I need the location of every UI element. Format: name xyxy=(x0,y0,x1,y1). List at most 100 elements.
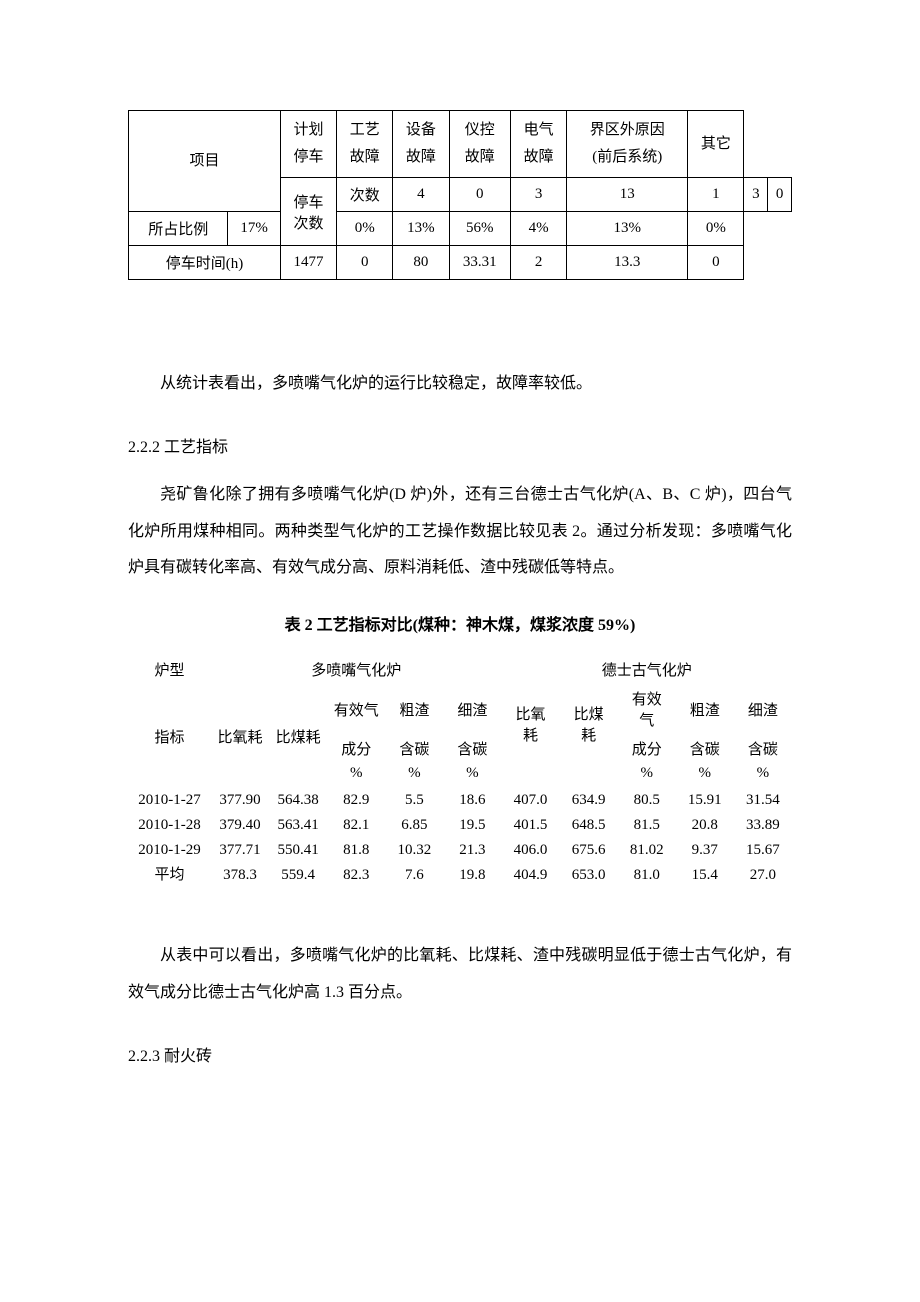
hdr-unit xyxy=(501,763,559,788)
hdr-col: 粗渣 xyxy=(385,684,443,734)
hdr-unit: % xyxy=(327,763,385,788)
hdr-col: 含碳 xyxy=(676,734,734,763)
text: 故障 xyxy=(397,144,444,171)
cell: 19.5 xyxy=(443,813,501,838)
hdr-col: 有效 气 xyxy=(618,684,676,734)
text: 故障 xyxy=(515,144,562,171)
cell-date: 平均 xyxy=(128,863,211,888)
cell: 13 xyxy=(567,178,688,212)
cell: 1 xyxy=(688,178,744,212)
paragraph: 尧矿鲁化除了拥有多喷嘴气化炉(D 炉)外，还有三台德士古气化炉(A、B、C 炉)… xyxy=(128,477,792,587)
cell: 6.85 xyxy=(385,813,443,838)
text: 耗 xyxy=(581,728,596,744)
text: 工艺 xyxy=(341,117,388,144)
cell: 377.90 xyxy=(211,788,269,813)
hdr-furnace: 炉型 xyxy=(128,655,211,684)
cell: 9.37 xyxy=(676,838,734,863)
text: 有效 xyxy=(632,692,662,708)
cell: 13% xyxy=(393,212,449,246)
text: 设备 xyxy=(397,117,444,144)
cell: 1477 xyxy=(280,246,336,280)
cell: 0 xyxy=(688,246,744,280)
cell: 2 xyxy=(511,246,567,280)
table-metrics: 炉型 多喷嘴气化炉 德士古气化炉 指标 比氧耗 比煤耗 有效气 粗渣 细渣 比氧… xyxy=(128,655,792,888)
hdr-col: 比氧耗 xyxy=(211,684,269,788)
cell: 15.67 xyxy=(734,838,792,863)
hdr-unit xyxy=(560,763,618,788)
cell: 33.31 xyxy=(449,246,511,280)
hdr-col: 其它 xyxy=(688,111,744,178)
cell: 3 xyxy=(744,178,768,212)
cell-date: 2010-1-27 xyxy=(128,788,211,813)
table-row: 2010-1-28 379.40 563.41 82.1 6.85 19.5 4… xyxy=(128,813,792,838)
cell: 4% xyxy=(511,212,567,246)
text: 其它 xyxy=(692,131,739,158)
cell: 634.9 xyxy=(560,788,618,813)
text: 停车 xyxy=(285,144,332,171)
hdr-metric: 指标 xyxy=(128,684,211,788)
cell: 15.91 xyxy=(676,788,734,813)
cell: 653.0 xyxy=(560,863,618,888)
cell: 401.5 xyxy=(501,813,559,838)
cell: 379.40 xyxy=(211,813,269,838)
row-label: 停车时间(h) xyxy=(129,246,281,280)
hdr-col: 粗渣 xyxy=(676,684,734,734)
cell: 0% xyxy=(688,212,744,246)
hdr-col: 成分 xyxy=(327,734,385,763)
cell: 406.0 xyxy=(501,838,559,863)
hdr-col: 成分 xyxy=(618,734,676,763)
cell: 56% xyxy=(449,212,511,246)
cell: 81.0 xyxy=(618,863,676,888)
cell: 33.89 xyxy=(734,813,792,838)
spacer xyxy=(128,280,792,366)
cell: 31.54 xyxy=(734,788,792,813)
text: 耗 xyxy=(523,728,538,744)
hdr-col: 仪控 故障 xyxy=(449,111,511,178)
cell: 82.1 xyxy=(327,813,385,838)
hdr-col: 含碳 xyxy=(385,734,443,763)
text: 界区外原因 xyxy=(571,117,683,144)
text: 比煤 xyxy=(574,707,604,723)
cell: 404.9 xyxy=(501,863,559,888)
cell: 378.3 xyxy=(211,863,269,888)
hdr-col: 比氧 耗 xyxy=(501,684,559,763)
cell: 0 xyxy=(768,178,792,212)
hdr-item: 项目 xyxy=(129,111,281,212)
hdr-col: 设备 故障 xyxy=(393,111,449,178)
table-row: 炉型 多喷嘴气化炉 德士古气化炉 xyxy=(128,655,792,684)
cell: 7.6 xyxy=(385,863,443,888)
cell: 0 xyxy=(337,246,393,280)
cell: 10.32 xyxy=(385,838,443,863)
hdr-col: 含碳 xyxy=(734,734,792,763)
hdr-col: 细渣 xyxy=(734,684,792,734)
text: (前后系统) xyxy=(571,144,683,171)
text: 次数 xyxy=(294,216,324,232)
cell: 21.3 xyxy=(443,838,501,863)
hdr-col: 有效气 xyxy=(327,684,385,734)
cell: 27.0 xyxy=(734,863,792,888)
cell: 13.3 xyxy=(567,246,688,280)
cell: 559.4 xyxy=(269,863,327,888)
paragraph: 从表中可以看出，多喷嘴气化炉的比氧耗、比煤耗、渣中残碳明显低于德士古气化炉，有效… xyxy=(128,938,792,1012)
cell: 564.38 xyxy=(269,788,327,813)
text: 故障 xyxy=(454,144,507,171)
table-stops: 项目 计划 停车 工艺 故障 设备 故障 仪控 故障 电气 故障 界区 xyxy=(128,110,792,280)
cell: 3 xyxy=(511,178,567,212)
cell: 407.0 xyxy=(501,788,559,813)
text: 计划 xyxy=(285,117,332,144)
cell: 20.8 xyxy=(676,813,734,838)
hdr-group-b: 德士古气化炉 xyxy=(501,655,792,684)
cell-date: 2010-1-28 xyxy=(128,813,211,838)
hdr-group-a: 多喷嘴气化炉 xyxy=(211,655,501,684)
cell: 0% xyxy=(337,212,393,246)
cell: 17% xyxy=(228,212,281,246)
cell: 13% xyxy=(567,212,688,246)
table2-title: 表 2 工艺指标对比(煤种：神木煤，煤浆浓度 59%) xyxy=(128,611,792,635)
hdr-unit: % xyxy=(618,763,676,788)
cell: 81.5 xyxy=(618,813,676,838)
cell: 648.5 xyxy=(560,813,618,838)
cell: 675.6 xyxy=(560,838,618,863)
hdr-col: 工艺 故障 xyxy=(337,111,393,178)
hdr-col: 比煤耗 xyxy=(269,684,327,788)
table-row: 2010-1-29 377.71 550.41 81.8 10.32 21.3 … xyxy=(128,838,792,863)
